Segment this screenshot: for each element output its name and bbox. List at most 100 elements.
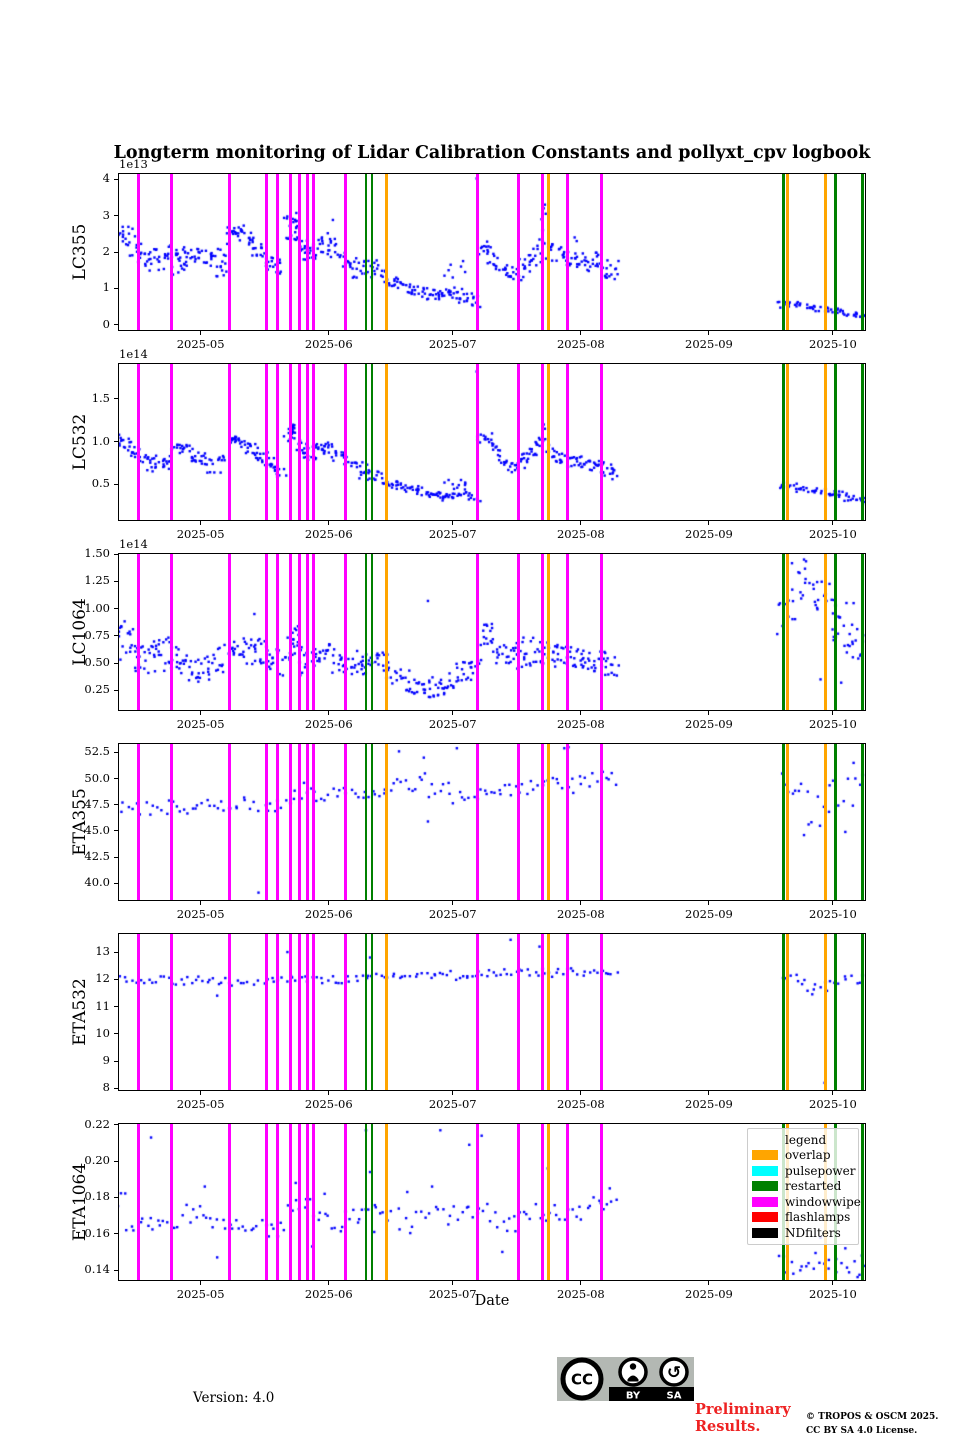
event-line-overlap <box>385 173 389 331</box>
event-line-restarted <box>834 933 837 1091</box>
event-line-overlap <box>547 173 551 331</box>
x-tick-mark <box>328 1281 330 1285</box>
event-line-windowwipe <box>298 553 302 711</box>
event-line-windowwipe <box>137 1123 141 1281</box>
event-line-windowwipe <box>565 553 569 711</box>
x-tick-mark <box>580 521 582 525</box>
event-line-windowwipe <box>565 1123 569 1281</box>
x-tick-label: 2025-05 <box>176 1097 225 1111</box>
event-line-restarted <box>782 933 785 1091</box>
y-tick-mark <box>114 635 118 637</box>
event-line-windowwipe <box>600 363 603 521</box>
x-tick-label: 2025-10 <box>809 717 857 731</box>
event-line-windowwipe <box>289 363 293 521</box>
event-line-windowwipe <box>516 743 520 901</box>
x-tick-mark <box>200 521 202 525</box>
legend-swatch-ndfilters <box>752 1227 778 1238</box>
x-tick-mark <box>200 1281 202 1285</box>
x-tick-mark <box>200 901 202 905</box>
y-axis-title-lc1064: LC1064 <box>70 598 90 666</box>
y-tick-label: 0.14 <box>84 1262 110 1277</box>
x-tick-mark <box>708 331 710 335</box>
event-line-windowwipe <box>476 743 480 901</box>
x-tick-label: 2025-09 <box>685 337 733 351</box>
event-line-windowwipe <box>275 743 279 901</box>
event-line-overlap <box>547 553 551 711</box>
x-tick-mark <box>580 1281 582 1285</box>
y-tick-mark <box>114 951 118 953</box>
event-line-windowwipe <box>275 933 279 1091</box>
event-line-windowwipe <box>265 173 269 331</box>
legend-entry-flashlamps: flashlamps <box>752 1210 854 1226</box>
event-line-windowwipe <box>275 363 279 521</box>
y-tick-label: 0.18 <box>84 1189 110 1204</box>
event-line-overlap <box>547 363 551 521</box>
event-line-overlap <box>385 743 389 901</box>
event-line-restarted <box>834 553 837 711</box>
y-tick-label: 1.0 <box>91 433 110 448</box>
event-line-windowwipe <box>265 1123 269 1281</box>
x-tick-label: 2025-10 <box>809 907 857 921</box>
event-line-windowwipe <box>541 553 545 711</box>
legend-title-row: legend <box>752 1132 854 1148</box>
y-tick-mark <box>114 324 118 326</box>
event-line-restarted <box>364 1123 368 1281</box>
event-line-restarted <box>861 743 864 901</box>
x-tick-label: 2025-08 <box>556 527 605 541</box>
x-tick-mark <box>200 711 202 715</box>
event-line-windowwipe <box>516 1123 520 1281</box>
x-tick-mark <box>832 1091 834 1095</box>
y-tick-mark <box>114 1087 118 1089</box>
event-line-windowwipe <box>311 743 315 901</box>
event-line-windowwipe <box>265 363 269 521</box>
x-tick-mark <box>328 521 330 525</box>
legend-label-overlap: overlap <box>785 1148 831 1163</box>
scatter-canvas-eta355 <box>118 743 866 901</box>
event-line-overlap <box>824 553 827 711</box>
legend-title-spacer <box>752 1135 778 1145</box>
event-line-overlap <box>385 363 389 521</box>
x-tick-mark <box>708 521 710 525</box>
figure-title: Longterm monitoring of Lidar Calibration… <box>113 143 871 163</box>
x-tick-mark <box>832 901 834 905</box>
event-line-windowwipe <box>565 743 569 901</box>
event-line-windowwipe <box>565 173 569 331</box>
y-tick-label: 1 <box>102 280 110 295</box>
y-tick-label: 11 <box>95 998 110 1013</box>
x-tick-label: 2025-05 <box>176 1287 225 1301</box>
event-line-windowwipe <box>305 173 309 331</box>
badge-sa-text: SA <box>667 1391 682 1402</box>
x-tick-label: 2025-09 <box>685 1097 733 1111</box>
y-tick-label: 13 <box>95 944 110 959</box>
event-line-windowwipe <box>265 933 269 1091</box>
x-tick-label: 2025-05 <box>176 907 225 921</box>
x-tick-label: 2025-05 <box>176 717 225 731</box>
event-line-windowwipe <box>298 933 302 1091</box>
event-line-restarted <box>834 363 837 521</box>
event-line-windowwipe <box>600 743 603 901</box>
y-tick-label: 0.20 <box>84 1153 110 1168</box>
preliminary-results-text: Preliminary Results. <box>695 1401 791 1436</box>
y-axis-title-eta355: ETA355 <box>70 788 90 856</box>
subplot-frame-lc1064 <box>118 553 866 711</box>
legend-swatch-windowwipe <box>752 1196 778 1207</box>
by-person-body-icon <box>627 1375 639 1382</box>
y-tick-mark <box>114 1006 118 1008</box>
x-tick-label: 2025-05 <box>176 527 225 541</box>
legend-entry-ndfilters: NDfilters <box>752 1225 854 1241</box>
event-line-windowwipe <box>170 363 174 521</box>
event-line-windowwipe <box>541 743 545 901</box>
y-tick-label: 0.75 <box>84 627 110 642</box>
x-tick-label: 2025-08 <box>556 1287 605 1301</box>
event-line-windowwipe <box>541 173 545 331</box>
y-tick-mark <box>114 287 118 289</box>
y-tick-label: 1.00 <box>84 600 110 615</box>
event-line-windowwipe <box>137 173 141 331</box>
event-line-windowwipe <box>298 363 302 521</box>
event-line-overlap <box>385 553 389 711</box>
y-tick-label: 0.25 <box>84 682 110 697</box>
event-line-overlap <box>824 743 827 901</box>
event-line-restarted <box>370 553 374 711</box>
event-line-windowwipe <box>289 553 293 711</box>
